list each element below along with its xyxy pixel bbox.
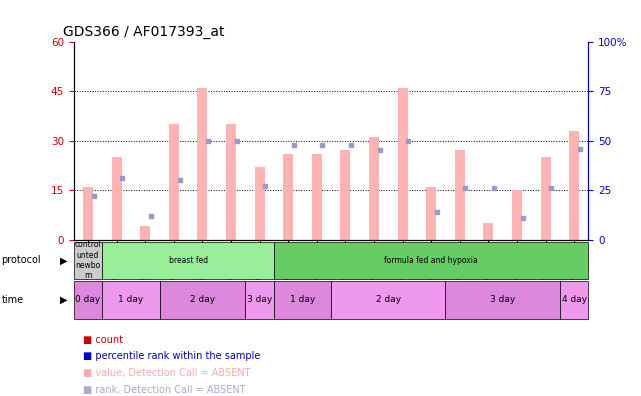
Text: 2 day: 2 day	[376, 295, 401, 305]
Bar	[397, 88, 408, 240]
Text: 3 day: 3 day	[247, 295, 272, 305]
Bar	[274, 242, 588, 279]
Bar	[254, 167, 265, 240]
Text: ■ count: ■ count	[83, 335, 123, 345]
Text: protocol: protocol	[1, 255, 41, 265]
Text: 4 day: 4 day	[562, 295, 587, 305]
Bar	[140, 227, 150, 240]
Bar	[169, 124, 179, 240]
Text: control
unted
newbo
m: control unted newbo m	[74, 240, 101, 280]
Bar	[540, 157, 551, 240]
Bar	[512, 190, 522, 240]
Text: ▶: ▶	[60, 255, 67, 265]
Bar	[340, 150, 351, 240]
Bar	[331, 281, 445, 319]
Bar	[160, 281, 246, 319]
Bar	[103, 281, 160, 319]
Bar	[426, 187, 436, 240]
Text: ▶: ▶	[60, 295, 67, 305]
Bar	[226, 124, 236, 240]
Bar	[83, 187, 93, 240]
Bar	[312, 154, 322, 240]
Bar	[103, 242, 274, 279]
Text: 0 day: 0 day	[76, 295, 101, 305]
Bar	[283, 154, 293, 240]
Text: 1 day: 1 day	[290, 295, 315, 305]
Text: breast fed: breast fed	[169, 256, 208, 265]
Text: formula fed and hypoxia: formula fed and hypoxia	[385, 256, 478, 265]
Text: 3 day: 3 day	[490, 295, 515, 305]
Bar	[445, 281, 560, 319]
Bar	[74, 242, 103, 279]
Text: ■ value, Detection Call = ABSENT: ■ value, Detection Call = ABSENT	[83, 368, 251, 378]
Bar	[246, 281, 274, 319]
Bar	[274, 281, 331, 319]
Text: GDS366 / AF017393_at: GDS366 / AF017393_at	[63, 25, 225, 39]
Bar	[74, 281, 103, 319]
Text: ■ rank, Detection Call = ABSENT: ■ rank, Detection Call = ABSENT	[83, 385, 246, 394]
Bar	[197, 88, 208, 240]
Bar	[560, 281, 588, 319]
Bar	[569, 131, 579, 240]
Bar	[369, 137, 379, 240]
Text: time: time	[1, 295, 24, 305]
Text: ■ percentile rank within the sample: ■ percentile rank within the sample	[83, 351, 261, 361]
Bar	[112, 157, 122, 240]
Bar	[483, 223, 494, 240]
Text: 2 day: 2 day	[190, 295, 215, 305]
Bar	[454, 150, 465, 240]
Text: 1 day: 1 day	[119, 295, 144, 305]
